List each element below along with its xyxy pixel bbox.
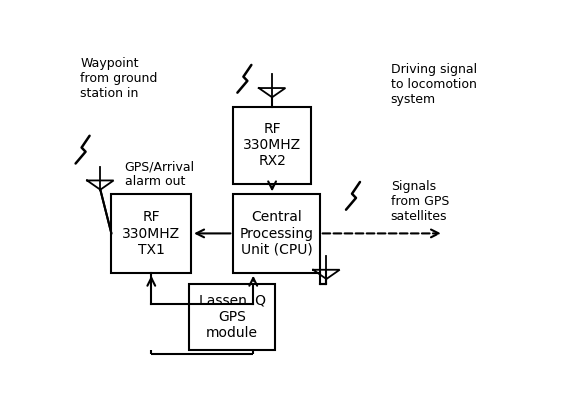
Bar — [233, 194, 320, 273]
Text: RF
330MHZ
TX1: RF 330MHZ TX1 — [122, 210, 180, 257]
Bar — [112, 194, 191, 273]
Bar — [189, 284, 276, 350]
Text: Waypoint
from ground
station in: Waypoint from ground station in — [80, 57, 158, 100]
Text: RF
330MHZ
RX2: RF 330MHZ RX2 — [243, 122, 301, 168]
Text: GPS/Arrival
alarm out: GPS/Arrival alarm out — [125, 160, 195, 188]
Bar — [233, 106, 311, 184]
Text: Signals
from GPS
satellites: Signals from GPS satellites — [391, 180, 449, 224]
Text: Lassen iQ
GPS
module: Lassen iQ GPS module — [198, 294, 266, 340]
Text: Central
Processing
Unit (CPU): Central Processing Unit (CPU) — [240, 210, 313, 257]
Text: Driving signal
to locomotion
system: Driving signal to locomotion system — [391, 64, 477, 106]
